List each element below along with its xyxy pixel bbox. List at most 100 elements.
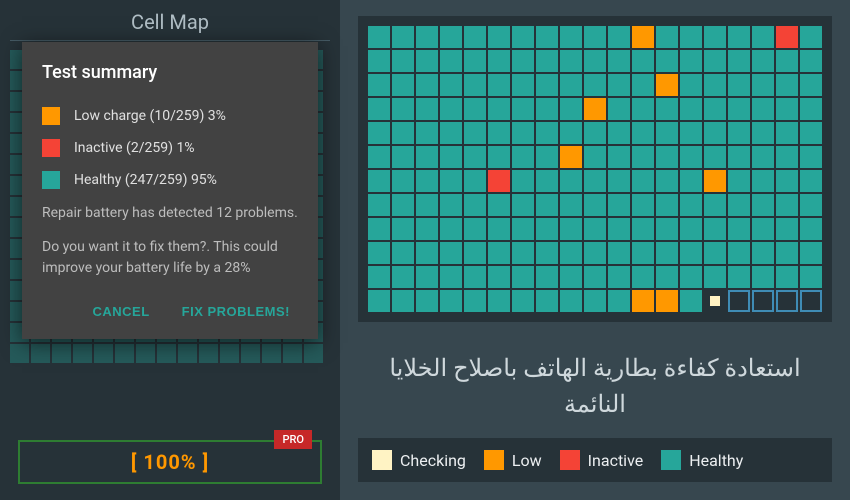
cell-healthy [440, 266, 462, 288]
cell-healthy [776, 122, 798, 144]
cell-healthy [776, 98, 798, 120]
cell-healthy [680, 74, 702, 96]
cell-healthy [608, 26, 630, 48]
cell-checking [800, 290, 822, 312]
cell-healthy [584, 266, 606, 288]
cell-healthy [440, 242, 462, 264]
legend-label: Low [512, 451, 542, 470]
cell-healthy [656, 266, 678, 288]
cancel-button[interactable]: CANCEL [84, 294, 157, 329]
cell-healthy [440, 74, 462, 96]
cell-healthy [536, 218, 558, 240]
cell-healthy [536, 194, 558, 216]
cell-healthy [440, 218, 462, 240]
bg-cell [220, 344, 239, 363]
cell-healthy [560, 74, 582, 96]
fix-problems-button[interactable]: FIX PROBLEMS! [174, 294, 298, 329]
legend-bar: CheckingLowInactiveHealthy [358, 438, 832, 482]
cell-healthy [392, 266, 414, 288]
cell-healthy [488, 242, 510, 264]
cell-healthy [536, 266, 558, 288]
cell-healthy [464, 26, 486, 48]
legend-swatch [42, 107, 60, 125]
cell-healthy [536, 242, 558, 264]
cell-healthy [536, 50, 558, 72]
cell-healthy [392, 98, 414, 120]
cell-healthy [704, 74, 726, 96]
cell-healthy [704, 194, 726, 216]
cell-healthy [440, 290, 462, 312]
cell-healthy [536, 146, 558, 168]
bg-cell [304, 344, 323, 363]
cell-healthy [608, 74, 630, 96]
cell-healthy [560, 122, 582, 144]
page-title: Cell Map [10, 0, 330, 41]
cell-healthy [680, 218, 702, 240]
cell-healthy [680, 50, 702, 72]
cell-healthy [464, 290, 486, 312]
cell-healthy [800, 266, 822, 288]
cell-healthy [776, 266, 798, 288]
legend-swatch [42, 171, 60, 189]
cell-healthy [536, 170, 558, 192]
cell-healthy [752, 74, 774, 96]
cell-healthy [392, 50, 414, 72]
cell-checking [752, 290, 774, 312]
legend-label: Checking [400, 451, 466, 470]
progress-label: [ 100% ] [131, 450, 209, 474]
cell-healthy [392, 74, 414, 96]
test-summary-dialog: Test summary Low charge (10/259) 3%Inact… [22, 42, 318, 339]
cell-healthy [800, 74, 822, 96]
cell-healthy [392, 122, 414, 144]
cell-healthy [368, 50, 390, 72]
cell-low [560, 146, 582, 168]
cell-healthy [368, 122, 390, 144]
cell-low [584, 98, 606, 120]
legend-label: Inactive [588, 451, 644, 470]
cell-healthy [488, 98, 510, 120]
legend-text: Low charge (10/259) 3% [74, 108, 226, 124]
cell-healthy [416, 50, 438, 72]
cell-healthy [584, 194, 606, 216]
cell-healthy [584, 74, 606, 96]
cell-healthy [416, 122, 438, 144]
cell-healthy [680, 194, 702, 216]
cell-healthy [560, 218, 582, 240]
cell-healthy [728, 98, 750, 120]
cell-healthy [728, 218, 750, 240]
cell-healthy [392, 146, 414, 168]
cell-healthy [584, 290, 606, 312]
cell-healthy [800, 26, 822, 48]
cell-healthy [800, 194, 822, 216]
cell-healthy [464, 98, 486, 120]
cell-healthy [800, 122, 822, 144]
cell-healthy [704, 218, 726, 240]
cell-healthy [488, 50, 510, 72]
cell-healthy [368, 266, 390, 288]
cell-healthy [368, 194, 390, 216]
cell-healthy [728, 170, 750, 192]
cell-healthy [536, 26, 558, 48]
cell-healthy [416, 26, 438, 48]
cell-healthy [680, 290, 702, 312]
cell-healthy [440, 50, 462, 72]
dialog-actions: CANCEL FIX PROBLEMS! [42, 294, 298, 329]
cell-healthy [680, 122, 702, 144]
cell-healthy [656, 50, 678, 72]
legend-row: Low charge (10/259) 3% [42, 107, 298, 125]
cell-healthy [704, 50, 726, 72]
cell-healthy [632, 74, 654, 96]
cell-map-grid [358, 16, 832, 322]
cell-healthy [776, 218, 798, 240]
legend-swatch [372, 450, 392, 470]
cell-healthy [512, 290, 534, 312]
bg-cell [10, 344, 29, 363]
cell-healthy [752, 194, 774, 216]
cell-healthy [584, 242, 606, 264]
cell-healthy [464, 266, 486, 288]
cell-healthy [392, 290, 414, 312]
cell-healthy [416, 74, 438, 96]
cell-healthy [440, 98, 462, 120]
cell-healthy [584, 170, 606, 192]
cell-healthy [584, 26, 606, 48]
